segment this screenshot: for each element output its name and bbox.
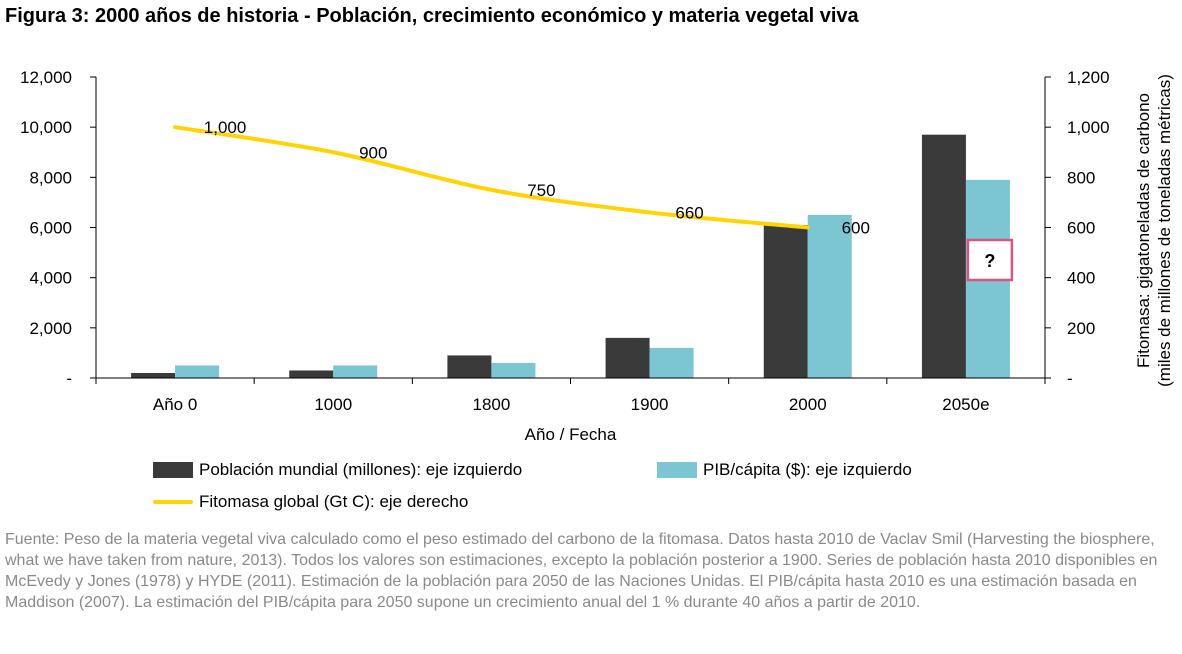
bar-gdp-1800 bbox=[491, 362, 536, 378]
bar-population-1800 bbox=[447, 355, 492, 378]
chart-title: Figura 3: 2000 años de historia - Poblac… bbox=[5, 5, 859, 27]
bar-population-1000 bbox=[289, 370, 334, 378]
bar-population-2000 bbox=[763, 224, 808, 378]
axes-group: - - 2,000 200 4,000 400 6,000 600 8,000 800 10,000… bbox=[20, 68, 1110, 414]
x-tick-label-1800: 1800 bbox=[473, 395, 511, 414]
fitomasa-line bbox=[173, 125, 810, 230]
line-label-1000: 900 bbox=[359, 143, 387, 162]
legend-swatch-phytomass bbox=[153, 500, 193, 504]
chart-area: 1,000 900 750 660 600 - - 2,000 200 4,000 400 6,00… bbox=[20, 68, 1174, 444]
y2-tick-label: 600 bbox=[1067, 219, 1095, 238]
y-tick-label: 6,000 bbox=[29, 219, 72, 238]
line-label-2000: 600 bbox=[842, 219, 870, 238]
y-tick-label: 12,000 bbox=[20, 68, 72, 87]
x-tick-label-1000: 1000 bbox=[314, 395, 352, 414]
bar-gdp-2000 bbox=[807, 214, 852, 378]
question-box bbox=[966, 238, 1014, 282]
line-label-1800: 750 bbox=[527, 181, 555, 200]
line-label-1900: 660 bbox=[675, 203, 703, 222]
y-tick-label: - bbox=[66, 369, 72, 388]
bar-gdp-a-o-0 bbox=[175, 365, 220, 378]
question-mark-label: ? bbox=[984, 251, 995, 271]
bar-population-a-o-0 bbox=[131, 372, 176, 378]
y2-tick-label: 1,000 bbox=[1067, 118, 1110, 137]
y-tick-label: 8,000 bbox=[29, 168, 72, 187]
legend-label-population: Población mundial (millones): eje izquie… bbox=[199, 460, 523, 479]
y-tick-label: 2,000 bbox=[29, 319, 72, 338]
source-note: Fuente: Peso de la materia vegetal viva … bbox=[5, 531, 1158, 611]
legend-swatch-population bbox=[153, 462, 193, 478]
bar-population-2050e bbox=[921, 134, 966, 378]
line-label-a-o-0: 1,000 bbox=[204, 118, 247, 137]
legend-label-phytomass: Fitomasa global (Gt C): eje derecho bbox=[199, 492, 469, 511]
x-tick-label-2050e: 2050e bbox=[942, 395, 989, 414]
y2-tick-label: 800 bbox=[1067, 168, 1095, 187]
bar-gdp-1000 bbox=[333, 365, 378, 378]
bar-population-1900 bbox=[605, 337, 650, 378]
y-tick-label: 4,000 bbox=[29, 269, 72, 288]
bar-gdp-1900 bbox=[649, 347, 694, 378]
legend-item-gdp: PIB/cápita ($): eje izquierdo bbox=[657, 460, 912, 480]
y2-axis-title-line2: (miles de millones de toneladas métricas… bbox=[1155, 74, 1174, 387]
y2-axis-title-line1: Fitomasa: gigatoneladas de carbono bbox=[1134, 93, 1153, 368]
y-tick-label: 10,000 bbox=[20, 118, 72, 137]
y2-tick-label: - bbox=[1067, 369, 1073, 388]
y2-tick-label: 200 bbox=[1067, 319, 1095, 338]
legend-label-gdp: PIB/cápita ($): eje izquierdo bbox=[703, 460, 912, 479]
x-tick-label-a-o-0: Año 0 bbox=[153, 395, 197, 414]
x-tick-label-1900: 1900 bbox=[631, 395, 669, 414]
bars-group bbox=[131, 134, 1010, 378]
legend-item-population: Población mundial (millones): eje izquie… bbox=[153, 460, 522, 480]
x-axis-title: Año / Fecha bbox=[525, 425, 617, 444]
legend-item-phytomass: Fitomasa global (Gt C): eje derecho bbox=[153, 492, 468, 512]
line-labels-group: 1,000 900 750 660 600 bbox=[204, 118, 870, 237]
x-tick-label-2000: 2000 bbox=[789, 395, 827, 414]
legend-swatch-gdp bbox=[657, 462, 697, 478]
y2-tick-label: 1,200 bbox=[1067, 68, 1110, 87]
y2-tick-label: 400 bbox=[1067, 269, 1095, 288]
